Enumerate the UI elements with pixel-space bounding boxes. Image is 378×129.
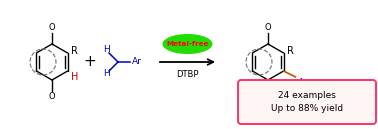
Text: O: O [49,23,55,32]
Text: O: O [49,92,55,101]
Text: O: O [265,23,271,32]
Text: H: H [102,70,109,79]
FancyBboxPatch shape [238,80,376,124]
Text: R: R [287,46,293,57]
Text: Metal-free: Metal-free [166,41,209,47]
Text: H: H [102,46,109,54]
Text: 24 examples
Up to 88% yield: 24 examples Up to 88% yield [271,91,343,113]
Ellipse shape [163,34,212,54]
Text: H: H [71,72,78,82]
Text: Ar: Ar [297,78,308,88]
Text: Ar: Ar [132,58,142,67]
Text: R: R [71,46,77,57]
Text: DTBP: DTBP [176,70,199,79]
Text: O: O [265,92,271,101]
Text: +: + [84,54,96,70]
